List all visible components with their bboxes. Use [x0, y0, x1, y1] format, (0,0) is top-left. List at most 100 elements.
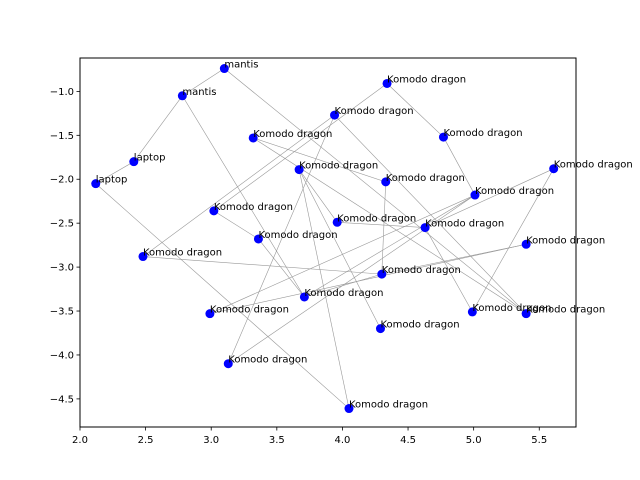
edge-16 — [298, 169, 381, 329]
y-tick-label-0: −1.0 — [50, 87, 74, 98]
point-label-10: Komodo dragon — [386, 173, 465, 184]
data-point-9 — [294, 165, 304, 175]
x-axis: 2.0 2.5 3.0 3.5 4.0 4.5 5.0 5.5 — [72, 427, 547, 446]
data-point-3 — [91, 179, 101, 189]
data-point-12 — [209, 206, 219, 216]
point-label-7: Komodo dragon — [443, 128, 522, 139]
data-point-0 — [219, 64, 229, 74]
data-point-22 — [205, 309, 215, 319]
x-tick-label-2: 3.0 — [203, 435, 219, 446]
edge-3 — [182, 95, 305, 298]
data-point-14 — [420, 223, 430, 233]
data-point-10 — [381, 177, 391, 187]
data-point-20 — [467, 307, 477, 317]
point-label-20: Komodo dragon — [472, 303, 551, 314]
point-label-25: Komodo dragon — [349, 400, 428, 411]
point-label-17: Komodo dragon — [143, 248, 222, 259]
data-point-5 — [330, 110, 340, 120]
data-point-6 — [248, 133, 258, 143]
edge-2 — [95, 161, 134, 184]
point-label-1: mantis — [182, 87, 216, 98]
edge-8 — [213, 83, 388, 212]
point-label-11: Komodo dragon — [475, 186, 554, 197]
data-point-8 — [549, 164, 559, 174]
y-tick-label-3: −2.5 — [50, 219, 74, 230]
edge-30 — [334, 114, 527, 314]
data-point-2 — [129, 157, 139, 167]
point-label-15: Komodo dragon — [258, 230, 337, 241]
y-tick-label-1: −1.5 — [50, 131, 74, 142]
point-label-9: Komodo dragon — [299, 161, 378, 172]
edge-19 — [228, 194, 476, 364]
y-axis: −1.0 −1.5 −2.0 −2.5 −3.0 −3.5 −4.0 −4.5 — [50, 87, 80, 405]
x-tick-label-0: 2.0 — [72, 435, 88, 446]
point-label-13: Komodo dragon — [337, 213, 416, 224]
data-point-16 — [521, 239, 531, 249]
point-label-3: laptop — [96, 175, 128, 186]
data-point-7 — [438, 132, 448, 142]
x-tick-label-5: 4.5 — [400, 435, 416, 446]
data-point-17 — [138, 252, 148, 262]
point-label-21: Komodo dragon — [526, 305, 605, 316]
edge-6 — [443, 136, 476, 196]
edge-22 — [424, 227, 473, 313]
edge-17 — [298, 169, 350, 409]
point-label-2: laptop — [134, 153, 166, 164]
point-label-5: Komodo dragon — [335, 106, 414, 117]
data-point-1 — [177, 91, 187, 101]
edge-29 — [95, 183, 350, 409]
data-point-25 — [344, 404, 354, 414]
edge-20 — [213, 210, 259, 240]
x-tick-label-4: 4.0 — [334, 435, 350, 446]
point-label-0: mantis — [224, 60, 258, 71]
edge-5 — [386, 83, 444, 138]
edge-28 — [304, 194, 476, 298]
edge-23 — [258, 238, 305, 298]
data-point-19 — [299, 292, 309, 302]
edge-4 — [224, 68, 527, 314]
edge-18 — [381, 181, 387, 275]
data-point-15 — [253, 234, 263, 244]
edge-11 — [142, 114, 335, 257]
x-tick-label-7: 5.5 — [531, 435, 547, 446]
point-label-14: Komodo dragon — [425, 219, 504, 230]
edge-26 — [142, 256, 382, 275]
edge-1 — [133, 95, 183, 162]
y-tick-label-7: −4.5 — [50, 394, 74, 405]
y-tick-label-4: −3.0 — [50, 263, 74, 274]
point-label-4: Komodo dragon — [387, 74, 466, 85]
points-layer — [91, 64, 559, 414]
y-tick-label-2: −2.0 — [50, 175, 74, 186]
point-label-18: Komodo dragon — [382, 265, 461, 276]
point-label-6: Komodo dragon — [253, 129, 332, 140]
plot-frame — [79, 57, 577, 428]
point-label-16: Komodo dragon — [526, 235, 605, 246]
x-tick-label-1: 2.5 — [138, 435, 154, 446]
data-point-24 — [223, 359, 233, 369]
data-point-21 — [521, 309, 531, 319]
edge-10 — [424, 168, 554, 228]
edge-13 — [253, 137, 386, 183]
data-point-13 — [332, 217, 342, 227]
point-label-19: Komodo dragon — [304, 288, 383, 299]
data-point-11 — [470, 190, 480, 200]
y-tick-label-5: −3.5 — [50, 307, 74, 318]
point-label-22: Komodo dragon — [210, 305, 289, 316]
point-label-23: Komodo dragon — [380, 320, 459, 331]
point-label-8: Komodo dragon — [554, 160, 633, 171]
edge-15 — [298, 169, 338, 223]
point-label-24: Komodo dragon — [228, 355, 307, 366]
y-tick-label-6: −4.0 — [50, 350, 74, 361]
data-point-4 — [382, 78, 392, 88]
edge-21 — [337, 221, 426, 228]
edges-layer — [95, 68, 554, 409]
point-label-12: Komodo dragon — [214, 202, 293, 213]
edge-12 — [227, 114, 335, 364]
edge-25 — [209, 243, 527, 314]
edge-27 — [304, 273, 382, 298]
data-point-18 — [377, 269, 387, 279]
x-tick-label-6: 5.0 — [466, 435, 482, 446]
